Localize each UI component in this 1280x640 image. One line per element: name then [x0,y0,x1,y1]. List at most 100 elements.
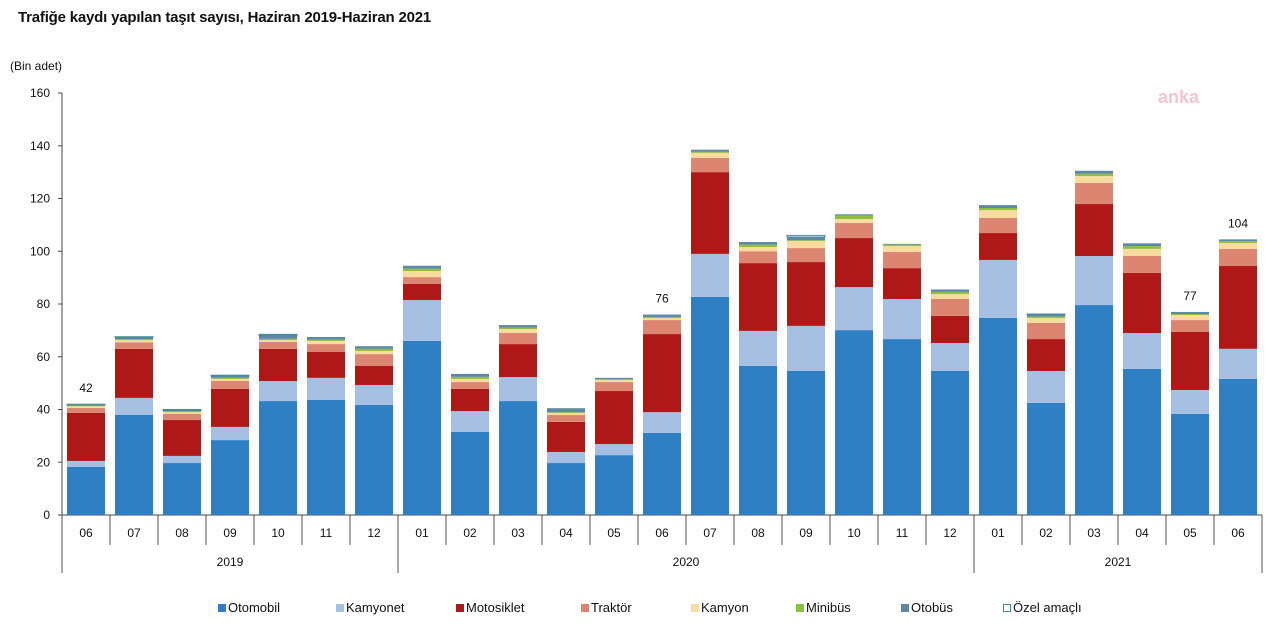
bar-segment-motosiklet [835,238,873,288]
bar-segment-motosiklet [211,388,249,427]
y-tick-label: 160 [30,86,50,100]
chart-title: Trafiğe kaydı yapılan taşıt sayısı, Hazi… [18,9,432,26]
bar-segment-motosiklet [547,421,585,452]
bar-segment-kamyon [1219,243,1257,249]
bar-segment-otobs [1219,239,1257,242]
bar-segment-minibs [1075,173,1113,177]
x-tick-label: 07 [703,526,717,540]
bar-segment-kamyonet [163,455,201,464]
bar-segment-minibs [115,339,153,341]
bar-segment-kamyonet [835,287,873,331]
bar-segment-kamyon [787,240,825,249]
bar-segment-kamyon [883,245,921,253]
bar-segment-zelamal [210,374,250,377]
bar-segment-traktr [67,407,105,413]
bar-segment-kamyonet [643,412,681,433]
bar-segment-motosiklet [979,233,1017,260]
bar-segment-minibs [259,338,297,341]
bar-segment-otomobil [259,401,297,515]
bar-segment-otomobil [67,466,105,515]
bar-segment-traktr [979,218,1017,234]
bar-segment-otobs [1027,314,1065,317]
legend-swatch [796,603,804,612]
bar-segment-minibs [547,412,585,413]
bar-segment-otobs [259,334,297,339]
bar-segment-minibs [691,151,729,153]
legend-label: Kamyonet [346,600,405,615]
x-tick-label: 10 [847,526,861,540]
bar-segment-kamyon [835,219,873,224]
bar-segment-otomobil [691,296,729,515]
bar-segment-otobs [643,314,681,317]
bar-segment-zelamal [162,409,202,411]
bar-segment-motosiklet [1123,272,1161,334]
bar-segment-kamyon [67,406,105,408]
y-axis-unit-label: (Bin adet) [10,59,63,73]
bar-segment-kamyon [403,271,441,278]
bar-segment-zelamal [258,333,298,336]
bar-segment-otobs [403,265,441,269]
bar-segment-kamyonet [979,259,1017,318]
bar-segment-kamyon [307,340,345,345]
bar-segment-otomobil [355,405,393,515]
bar-segment-kamyon [163,412,201,414]
x-tick-label: 05 [1183,526,1197,540]
bar-segment-otomobil [1219,378,1257,515]
y-tick-label: 40 [37,403,51,417]
bar-segment-motosiklet [1027,339,1065,371]
bar-segment-kamyon [1123,248,1161,256]
legend-label: Traktör [591,600,632,615]
bar-segment-kamyon [1075,176,1113,183]
y-tick-label: 20 [37,455,51,469]
bar-segment-traktr [403,277,441,284]
bar-segment-traktr [1123,255,1161,273]
bar-segment-minibs [979,207,1017,211]
bar-segment-kamyonet [931,343,969,371]
bar-segment-otobs [355,346,393,349]
bar-segment-motosiklet [691,172,729,254]
bar-segment-motosiklet [1075,204,1113,256]
bar-segment-kamyonet [403,300,441,341]
x-tick-label: 09 [223,526,237,540]
bar-segment-kamyonet [307,377,345,401]
bar-segment-minibs [643,316,681,318]
bar-segment-motosiklet [1219,266,1257,349]
bar-segment-otomobil [835,330,873,515]
bar-segment-traktr [883,252,921,269]
y-tick-label: 140 [30,139,50,153]
bar-segment-kamyon [979,210,1017,219]
bar-segment-zelamal [114,336,154,339]
x-tick-label: 04 [559,526,573,540]
bar-segment-minibs [739,244,777,248]
bar-segment-traktr [835,223,873,239]
x-tick-label: 06 [1231,526,1245,540]
bar-segment-minibs [1123,245,1161,249]
x-tick-label: 01 [415,526,429,540]
bar-segment-minibs [1171,314,1209,316]
bar-segment-kamyon [643,317,681,321]
bar-segment-otomobil [403,340,441,515]
bar-segment-otomobil [211,440,249,515]
x-tick-label: 10 [271,526,285,540]
bar-segment-kamyon [355,350,393,355]
bar-segment-traktr [1027,322,1065,340]
x-tick-label: 08 [175,526,189,540]
data-label: 76 [655,292,669,306]
bar-segment-motosiklet [787,262,825,326]
legend-label: Kamyon [701,600,749,615]
bar-segment-kamyonet [355,384,393,406]
bar-segment-minibs [787,240,825,241]
bar-segment-otomobil [1027,402,1065,515]
bar-segment-kamyonet [595,444,633,456]
bar-segment-motosiklet [595,391,633,445]
bar-segment-motosiklet [259,348,297,382]
bar-segment-otomobil [1123,368,1161,515]
legend-swatch [691,603,699,612]
bar-segment-otobs [1171,311,1209,315]
bar-segment-otomobil [1171,413,1209,515]
bar-segment-zelamal [786,234,826,238]
bar-segment-traktr [691,157,729,173]
x-tick-label: 12 [367,526,381,540]
y-tick-label: 80 [37,297,51,311]
